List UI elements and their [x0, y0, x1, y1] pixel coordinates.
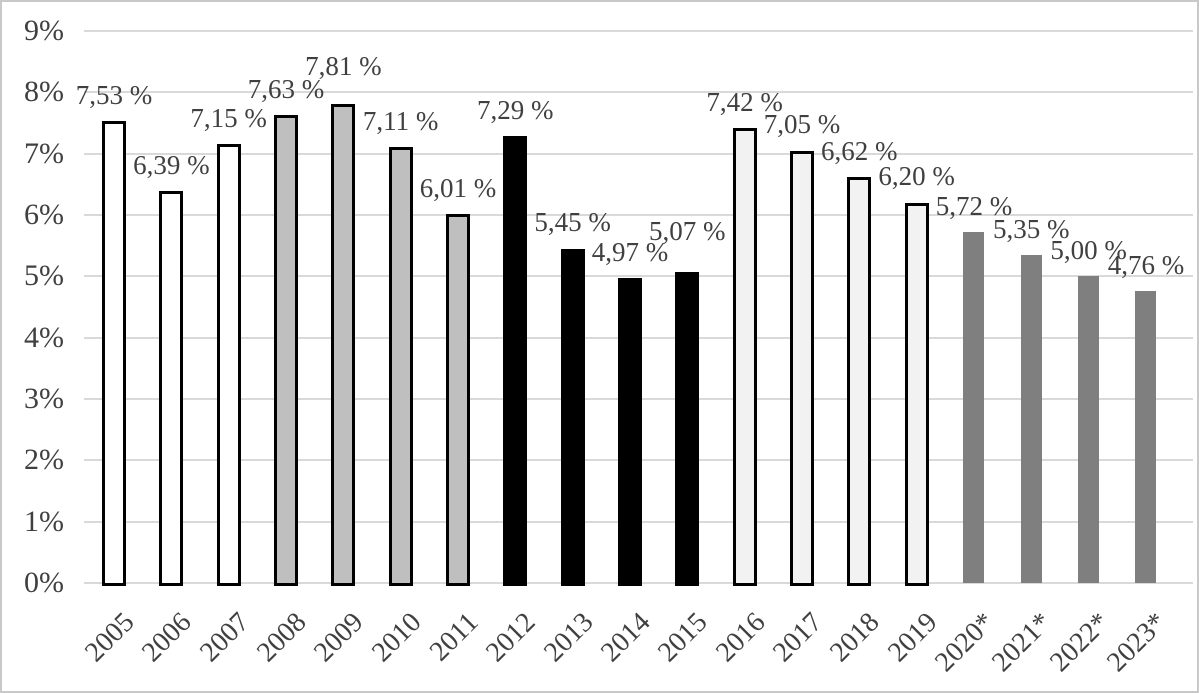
bar-value-label: 7,63 %: [247, 73, 325, 104]
y-tick-label: 8%: [24, 75, 64, 109]
bar-2023*: [1135, 291, 1157, 583]
bar-2016: [732, 127, 757, 586]
bar-value-label: 7,29 %: [477, 94, 554, 125]
bar-2015: [675, 272, 700, 586]
y-tick-label: 9%: [24, 14, 64, 47]
plot-area: 7,53 % 6,39 % 7,15 % 7,63 % 7,81 % 7,11 % 6,01…: [2, 31, 1197, 586]
bar-2014: [617, 278, 642, 586]
bar-2011: [445, 214, 470, 586]
bar-2010: [388, 146, 413, 586]
bar-value-label: 7,05 %: [763, 109, 841, 140]
gridline: [84, 275, 1193, 278]
bar-2020*: [963, 232, 985, 583]
bar-value-label: 4,76 %: [1107, 249, 1185, 280]
y-tick-label: 6%: [24, 198, 64, 231]
y-tick-label: 3%: [24, 382, 64, 415]
bar-2021*: [1020, 254, 1042, 583]
y-tick-label: 5%: [24, 259, 64, 293]
bar-2007: [216, 144, 241, 586]
y-tick-label: 0%: [24, 566, 64, 599]
bar-value-label: 6,01 %: [419, 173, 497, 204]
bar-value-label: 6,20 %: [878, 161, 955, 192]
bar-2006: [159, 191, 184, 586]
y-tick-label: 4%: [24, 320, 64, 354]
bar-value-label: 7,81 %: [305, 50, 382, 81]
bar-2019: [904, 202, 929, 586]
bar-2022*: [1078, 276, 1100, 583]
gridline: [84, 30, 1193, 32]
bar-value-label: 7,42 %: [706, 86, 783, 117]
bar-2018: [847, 176, 872, 586]
bar-2008: [273, 115, 298, 586]
bar-value-label: 5,45 %: [534, 207, 611, 238]
bar-value-label: 4,97 %: [591, 236, 669, 267]
y-tick-label: 2%: [24, 443, 64, 477]
bar-value-label: 5,72 %: [935, 190, 1013, 221]
gridline: [84, 214, 1193, 216]
bar-2009: [331, 104, 356, 586]
gridline: [84, 152, 1193, 155]
bar-value-label: 7,53 %: [75, 79, 153, 110]
bar-2005: [102, 121, 126, 586]
bar-2017: [789, 150, 814, 586]
bar-2013: [560, 248, 585, 586]
bar-2012: [503, 135, 528, 586]
bar-value-label: 5,07 %: [649, 215, 726, 246]
bar-value-label: 7,11 %: [362, 105, 439, 136]
bar-value-label: 7,15 %: [190, 103, 267, 134]
bar-value-label: 5,00 %: [1050, 235, 1127, 265]
bar-value-label: 6,39 %: [133, 149, 210, 180]
bar-value-label: 5,35 %: [993, 213, 1070, 244]
gridline: [84, 91, 1193, 94]
y-tick-label: 1%: [24, 504, 64, 538]
bar-value-label: 6,62 %: [821, 135, 898, 166]
y-tick-label: 7%: [24, 136, 64, 170]
